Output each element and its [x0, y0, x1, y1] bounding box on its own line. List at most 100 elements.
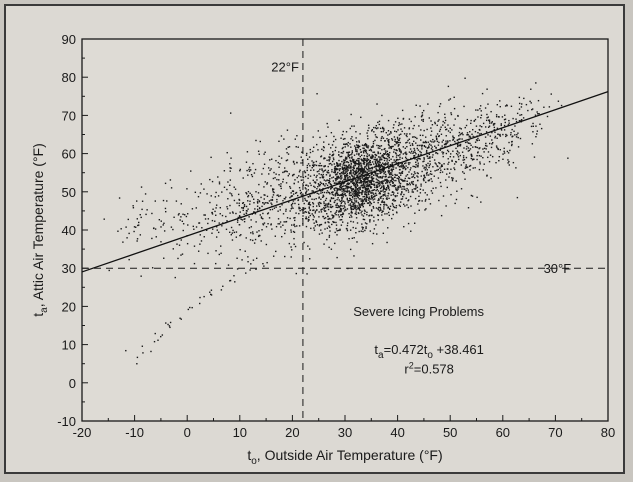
data-point — [357, 147, 360, 149]
data-point — [122, 241, 124, 243]
data-point — [323, 165, 325, 167]
data-point — [355, 195, 358, 197]
data-point — [394, 200, 397, 202]
data-point — [362, 230, 364, 233]
data-point — [474, 141, 477, 143]
data-point — [334, 171, 337, 173]
data-point — [511, 128, 513, 131]
data-point — [304, 199, 307, 201]
data-point — [560, 104, 563, 107]
data-point — [229, 280, 231, 282]
data-point — [232, 212, 234, 214]
data-point — [325, 203, 327, 205]
data-point — [305, 216, 307, 218]
data-point — [278, 155, 280, 158]
data-point — [227, 264, 230, 266]
data-point — [493, 126, 496, 129]
data-point — [362, 200, 364, 202]
data-point — [327, 218, 329, 220]
data-point — [478, 154, 481, 157]
data-point — [319, 168, 321, 171]
data-point — [359, 209, 361, 212]
data-point — [379, 203, 382, 206]
data-point — [413, 136, 415, 138]
data-point — [245, 237, 247, 239]
data-point — [260, 196, 262, 199]
data-point — [240, 234, 242, 236]
data-point — [399, 141, 401, 144]
data-point — [312, 164, 314, 166]
data-point — [473, 120, 475, 122]
data-point — [372, 166, 374, 169]
data-point — [328, 218, 330, 220]
data-point — [290, 231, 292, 233]
y-tick-label: 20 — [62, 299, 76, 314]
data-point — [308, 219, 310, 221]
data-point — [336, 182, 338, 185]
data-point — [422, 118, 425, 121]
data-point — [374, 195, 376, 197]
data-point — [417, 176, 419, 178]
data-point — [344, 157, 347, 160]
data-point — [368, 196, 370, 198]
data-point — [387, 134, 389, 136]
data-point — [386, 197, 388, 199]
data-point — [367, 176, 370, 179]
data-point — [417, 153, 420, 156]
data-point — [207, 252, 209, 255]
data-point — [413, 151, 415, 153]
data-point — [459, 127, 461, 129]
data-point — [349, 229, 352, 231]
data-point — [397, 154, 400, 157]
data-point — [364, 165, 366, 168]
data-point — [323, 207, 326, 210]
data-point — [401, 172, 404, 174]
data-point — [351, 196, 354, 199]
data-point — [233, 186, 235, 188]
data-point — [310, 169, 312, 172]
data-point — [355, 137, 357, 139]
data-point — [358, 145, 361, 148]
data-point — [407, 222, 410, 225]
data-point — [387, 184, 389, 187]
data-point — [390, 132, 392, 134]
data-point — [388, 167, 390, 170]
data-point — [453, 167, 455, 169]
data-point — [376, 173, 378, 175]
data-point — [448, 161, 450, 164]
data-point — [394, 138, 396, 141]
data-point — [360, 158, 362, 160]
data-point — [452, 156, 455, 158]
data-point — [298, 206, 300, 209]
data-point — [419, 134, 422, 137]
data-point — [282, 181, 284, 183]
data-point — [417, 203, 419, 205]
data-point — [293, 182, 295, 185]
data-point — [226, 220, 228, 222]
data-point — [475, 109, 477, 111]
data-point — [447, 85, 450, 88]
data-point — [357, 208, 359, 210]
data-point — [318, 211, 320, 213]
data-point — [346, 151, 348, 154]
data-point — [375, 159, 377, 161]
data-point — [328, 160, 330, 162]
data-point — [335, 213, 337, 216]
data-point — [260, 216, 263, 218]
y-tick-label: 90 — [62, 32, 76, 47]
data-point — [373, 163, 375, 165]
data-point — [210, 293, 212, 296]
data-point — [382, 166, 384, 169]
data-point — [371, 157, 373, 160]
data-point — [421, 148, 423, 150]
data-point — [471, 133, 473, 135]
data-point — [487, 151, 490, 153]
data-point — [323, 191, 326, 194]
data-point — [355, 150, 357, 152]
data-point — [450, 153, 452, 155]
data-point — [346, 161, 349, 163]
data-point — [414, 212, 416, 214]
data-point — [334, 177, 337, 180]
data-point — [221, 214, 224, 217]
data-point — [405, 153, 407, 156]
